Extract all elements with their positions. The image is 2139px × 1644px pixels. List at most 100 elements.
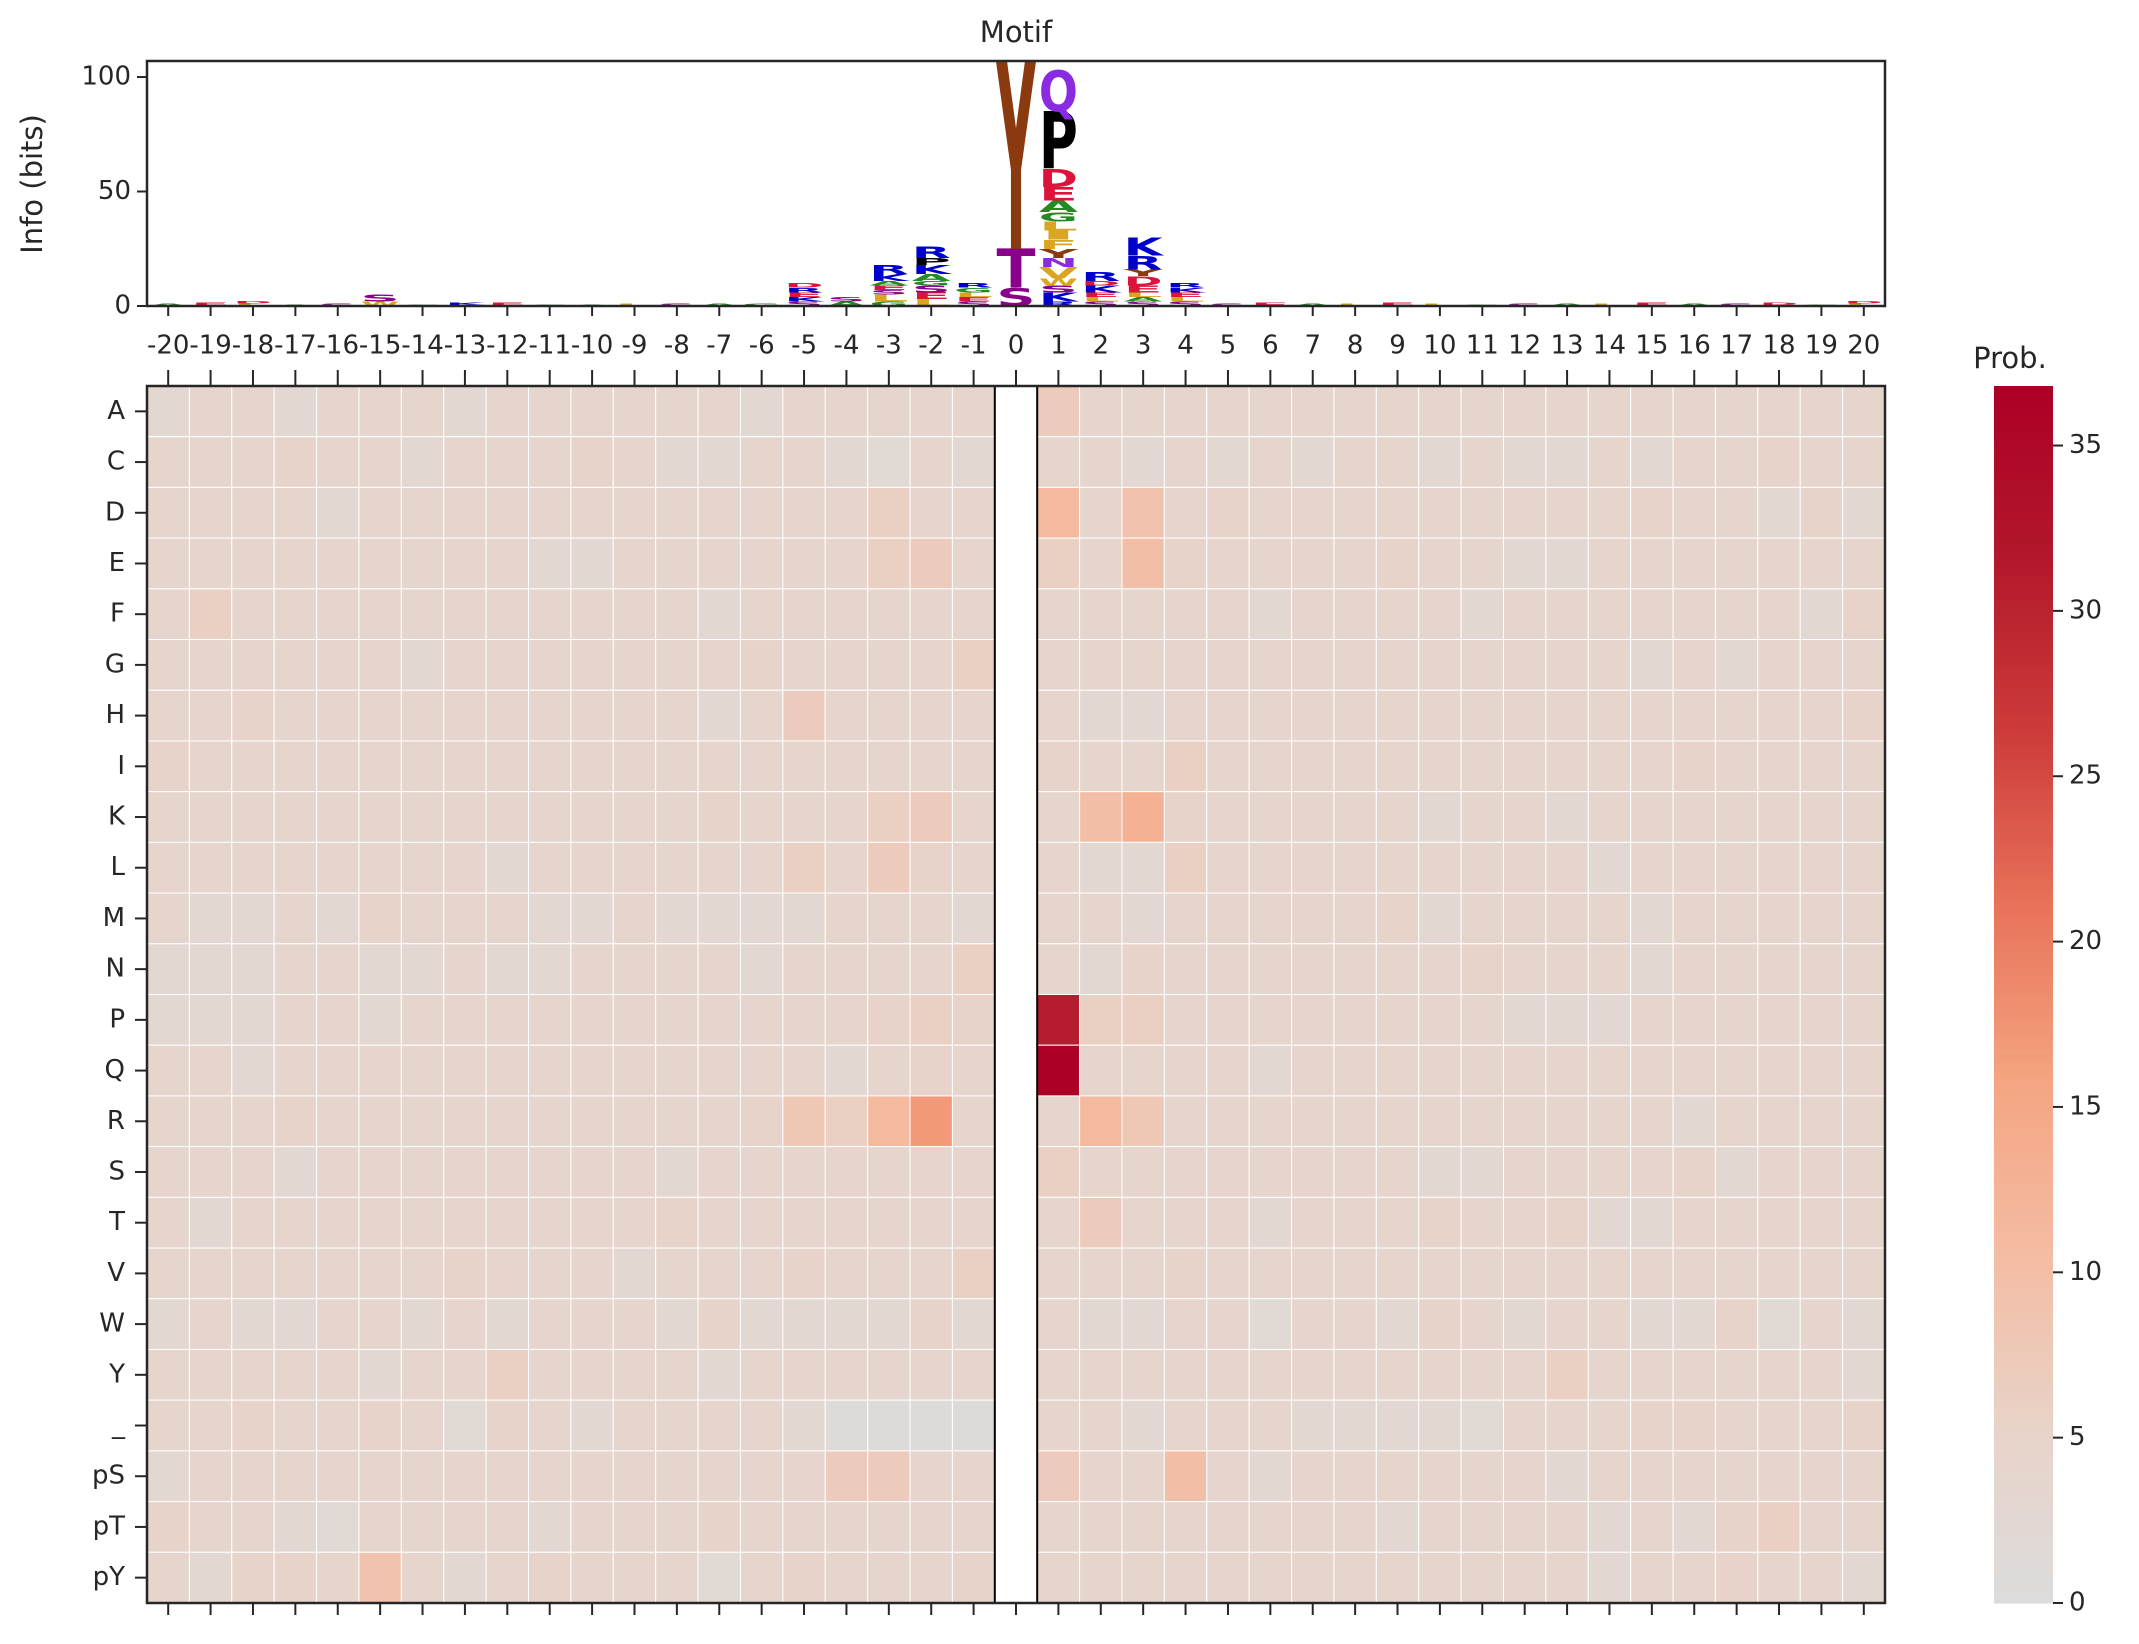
heatmap-cell: [782, 1450, 826, 1503]
heatmap-cell: [1545, 1044, 1589, 1097]
x-tick-label: 14: [1593, 331, 1626, 361]
heatmap-cell: [1121, 537, 1165, 590]
heatmap-cell: [1587, 1399, 1632, 1452]
logo-letter: L: [233, 303, 272, 307]
heatmap-cell: [1545, 1298, 1589, 1350]
heatmap-cell: [1460, 486, 1504, 539]
heatmap-cell: [1842, 841, 1886, 894]
row-label: pT: [93, 1511, 126, 1541]
heatmap-cell: [528, 639, 572, 691]
heatmap-cell: [570, 1146, 614, 1198]
heatmap-cell: [1036, 1501, 1081, 1553]
colorbar-segment: [1994, 465, 2053, 472]
heatmap-cell: [1502, 486, 1547, 539]
logo-letter: L: [1420, 303, 1459, 307]
heatmap-cell: [528, 1450, 572, 1503]
heatmap-cell: [1036, 436, 1081, 488]
heatmap-cell: [273, 639, 318, 691]
heatmap-cell: [1842, 588, 1886, 641]
heatmap-cell: [570, 892, 614, 945]
logo-letter: V: [1039, 264, 1081, 283]
heatmap-cell: [188, 436, 233, 488]
heatmap-cell: [1799, 639, 1844, 691]
heatmap-cell: [146, 1501, 190, 1553]
x-tick-label: 18: [1762, 331, 1795, 361]
logo-letter: S: [912, 284, 952, 295]
heatmap-cell: [612, 943, 657, 996]
heatmap-cell: [612, 385, 657, 438]
heatmap-cell: [1545, 1551, 1589, 1604]
heatmap-cell: [951, 537, 996, 590]
heatmap-cell: [655, 1501, 699, 1553]
heatmap-cell: [1079, 1551, 1123, 1604]
colorbar-segment: [1994, 671, 2053, 679]
heatmap-cell: [1630, 1095, 1674, 1148]
heatmap-cell: [1333, 841, 1377, 894]
heatmap-cell: [782, 841, 826, 894]
heatmap-cell: [443, 1247, 487, 1300]
heatmap-cell: [316, 1247, 360, 1300]
heatmap-cell: [1418, 791, 1462, 843]
colorbar-segment: [1994, 471, 2053, 478]
x-tick-label: -17: [274, 331, 316, 361]
heatmap-cell: [1799, 689, 1844, 742]
heatmap-cell: [1714, 385, 1759, 438]
heatmap-cell: [1714, 689, 1759, 742]
heatmap-cell: [528, 1095, 572, 1148]
heatmap-cell: [316, 1348, 360, 1401]
heatmap-cell: [1291, 486, 1335, 539]
heatmap-cell: [146, 1450, 190, 1503]
colorbar-segment: [1994, 1268, 2053, 1276]
heatmap-cell: [951, 588, 996, 641]
colorbar-tick-label: 25: [2069, 761, 2102, 791]
colorbar-segment: [1994, 951, 2053, 959]
heatmap-cell: [1799, 1298, 1844, 1350]
heatmap-cell: [231, 588, 275, 641]
heatmap-cell: [1842, 791, 1886, 843]
heatmap-cell: [951, 1450, 996, 1503]
heatmap-cell: [951, 1146, 996, 1198]
heatmap-cell: [697, 1298, 741, 1350]
heatmap-cell: [528, 385, 572, 438]
heatmap-cell: [1036, 1399, 1081, 1452]
heatmap-cell: [273, 1348, 318, 1401]
logo-letter: G: [742, 303, 787, 307]
row-label: G: [105, 649, 125, 679]
heatmap-cell: [824, 1044, 869, 1097]
heatmap-cell: [1757, 1399, 1801, 1452]
heatmap-cell: [1502, 791, 1547, 843]
colorbar-segment: [1994, 1402, 2053, 1409]
heatmap-cell: [358, 588, 402, 641]
colorbar-segment: [1994, 550, 2053, 557]
heatmap-cell: [1036, 1348, 1081, 1401]
colorbar-segment: [1994, 830, 2053, 837]
heatmap-cell: [1248, 1044, 1293, 1097]
heatmap-cell: [443, 1348, 487, 1401]
heatmap-cell: [909, 1095, 953, 1148]
heatmap-cell: [1079, 943, 1123, 996]
heatmap-cell: [1672, 1044, 1716, 1097]
heatmap-cell: [400, 436, 445, 488]
heatmap-cell: [400, 1450, 445, 1503]
heatmap-cell: [146, 943, 190, 996]
heatmap-cell: [273, 943, 318, 996]
heatmap-cell: [146, 1551, 190, 1604]
colorbar-segment: [1994, 1225, 2053, 1233]
heatmap-cell: [1121, 588, 1165, 641]
colorbar-segment: [1994, 702, 2053, 710]
x-tick-label: 13: [1551, 331, 1584, 361]
colorbar-segment: [1994, 629, 2053, 637]
heatmap-cell: [1248, 689, 1293, 742]
heatmap-cell: [1333, 740, 1377, 793]
heatmap-cell: [1757, 1298, 1801, 1350]
heatmap-cell: [1291, 537, 1335, 590]
heatmap-cell: [909, 1298, 953, 1350]
heatmap-cell: [612, 1399, 657, 1452]
heatmap-cell: [188, 943, 233, 996]
heatmap-cell: [1842, 994, 1886, 1046]
heatmap-cell: [951, 1044, 996, 1097]
heatmap-cell: [443, 943, 487, 996]
heatmap-cell: [358, 841, 402, 894]
heatmap-cell: [1333, 436, 1377, 488]
heatmap-cell: [400, 943, 445, 996]
